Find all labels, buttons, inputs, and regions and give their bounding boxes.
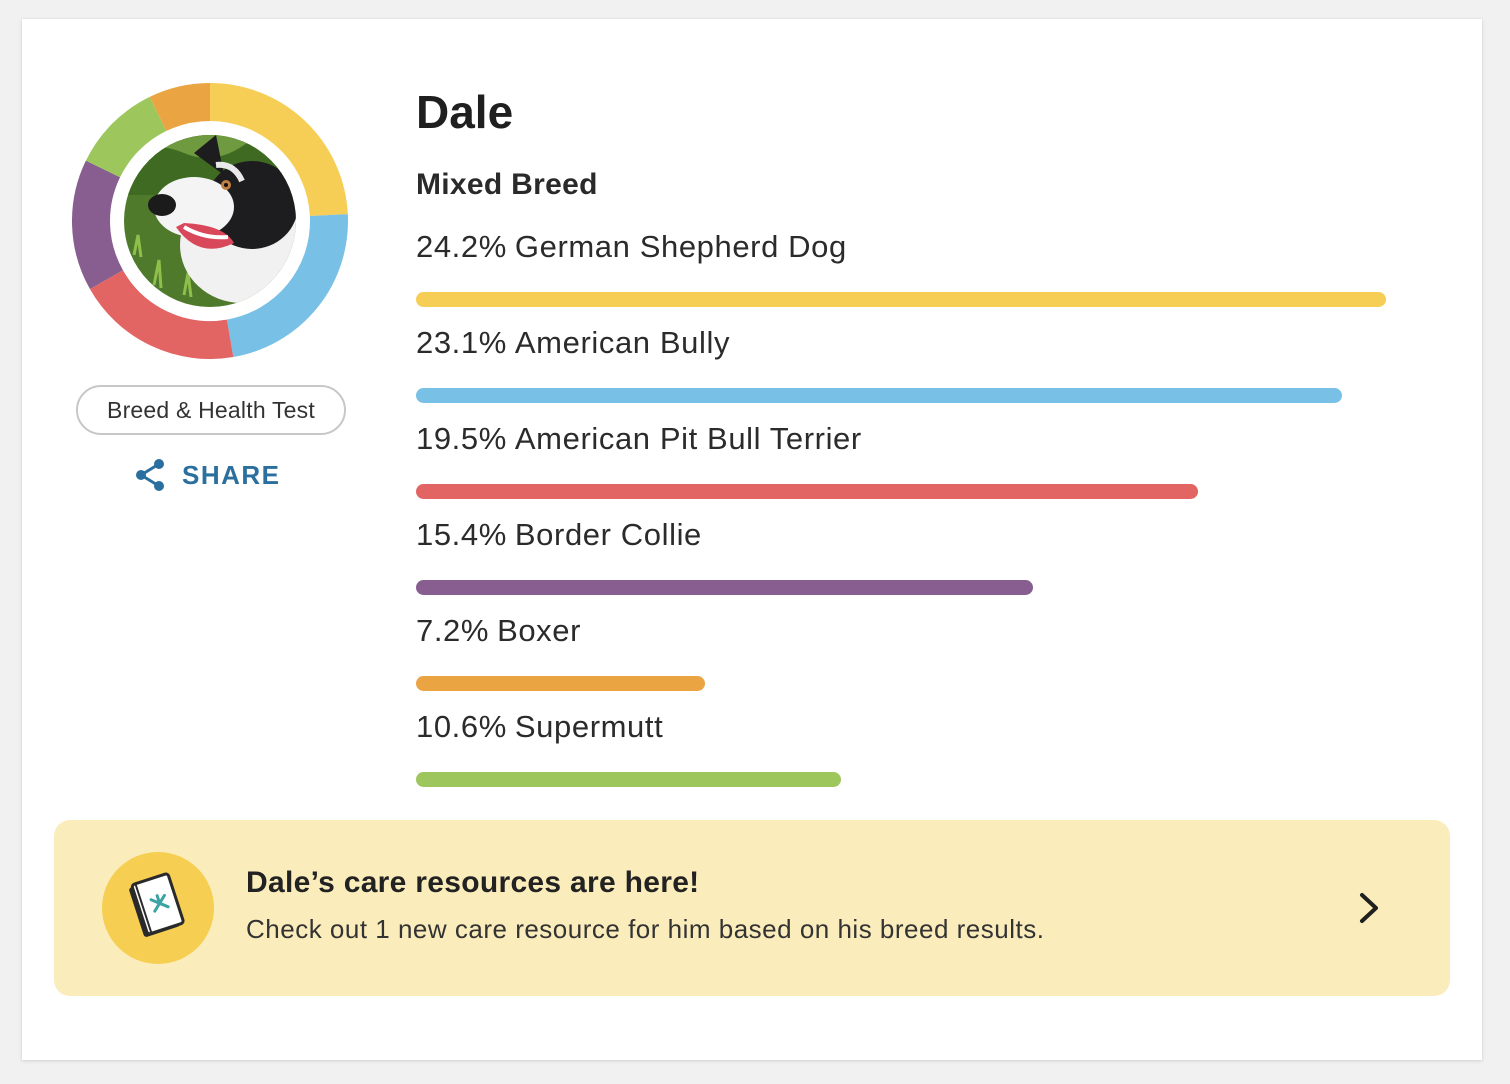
breed-donut-svg (72, 83, 348, 359)
share-icon (136, 459, 164, 491)
breed-row: 24.2% German Shepherd Dog (416, 227, 1396, 323)
breed-label: 19.5% American Pit Bull Terrier (416, 421, 862, 457)
breed-percentage: 7.2% (416, 613, 490, 648)
breed-name: German Shepherd Dog (514, 229, 847, 264)
breed-name: Supermutt (514, 709, 664, 744)
breed-percentage: 15.4% (416, 517, 507, 552)
breed-list: 24.2% German Shepherd Dog 23.1% American Bu… (416, 227, 1396, 803)
breed-name: Border Collie (514, 517, 702, 552)
test-type-label: Breed & Health Test (107, 396, 315, 423)
donut-segment (72, 160, 124, 289)
breed-row: 15.4% Border Collie (416, 515, 1396, 611)
breed-name: Boxer (497, 613, 582, 648)
breed-bar (416, 484, 1198, 499)
breed-row: 19.5% American Pit Bull Terrier (416, 419, 1396, 515)
breed-percentage: 23.1% (416, 325, 507, 360)
donut-segment (85, 96, 167, 178)
book-icon-badge (102, 852, 214, 964)
breed-row: 7.2% Boxer (416, 611, 1396, 707)
breed-label: 15.4% Border Collie (416, 517, 702, 553)
breed-type: Mixed Breed (416, 168, 598, 201)
test-type-badge[interactable]: Breed & Health Test (76, 385, 346, 435)
breed-bar (416, 292, 1386, 307)
breed-row: 10.6% Supermutt (416, 707, 1396, 803)
breed-label: 24.2% German Shepherd Dog (416, 229, 847, 265)
donut-segment (149, 83, 211, 132)
breed-row: 23.1% American Bully (416, 323, 1396, 419)
breed-percentage: 10.6% (416, 709, 507, 744)
breed-bar (416, 676, 705, 691)
book-icon (129, 872, 185, 937)
donut-segment (226, 214, 348, 358)
breed-donut-chart (72, 83, 348, 359)
breed-bar (416, 388, 1342, 403)
breed-label: 7.2% Boxer (416, 613, 581, 649)
breed-percentage: 19.5% (416, 421, 507, 456)
dog-photo (124, 135, 296, 307)
share-button[interactable]: SHARE (132, 455, 281, 495)
breed-label: 23.1% American Bully (416, 325, 730, 361)
breed-bar (416, 580, 1033, 595)
share-label: SHARE (182, 459, 281, 490)
banner-text: Check out 1 new care resource for him ba… (246, 914, 1045, 944)
dog-name: Dale (416, 86, 514, 138)
breed-name: American Pit Bull Terrier (514, 421, 862, 456)
breed-label: 10.6% Supermutt (416, 709, 663, 745)
donut-segment (89, 269, 234, 359)
breed-bar (416, 772, 841, 787)
breed-results-card: Breed & Health Test SHARE Dale Mixed Bre… (22, 19, 1482, 1060)
breed-name: American Bully (514, 325, 731, 360)
chevron-right-icon[interactable] (1350, 890, 1386, 926)
care-resources-banner[interactable]: Dale’s care resources are here! Check ou… (54, 820, 1450, 996)
breed-percentage: 24.2% (416, 229, 507, 264)
banner-title: Dale’s care resources are here! (246, 866, 700, 899)
donut-segment (209, 83, 348, 217)
